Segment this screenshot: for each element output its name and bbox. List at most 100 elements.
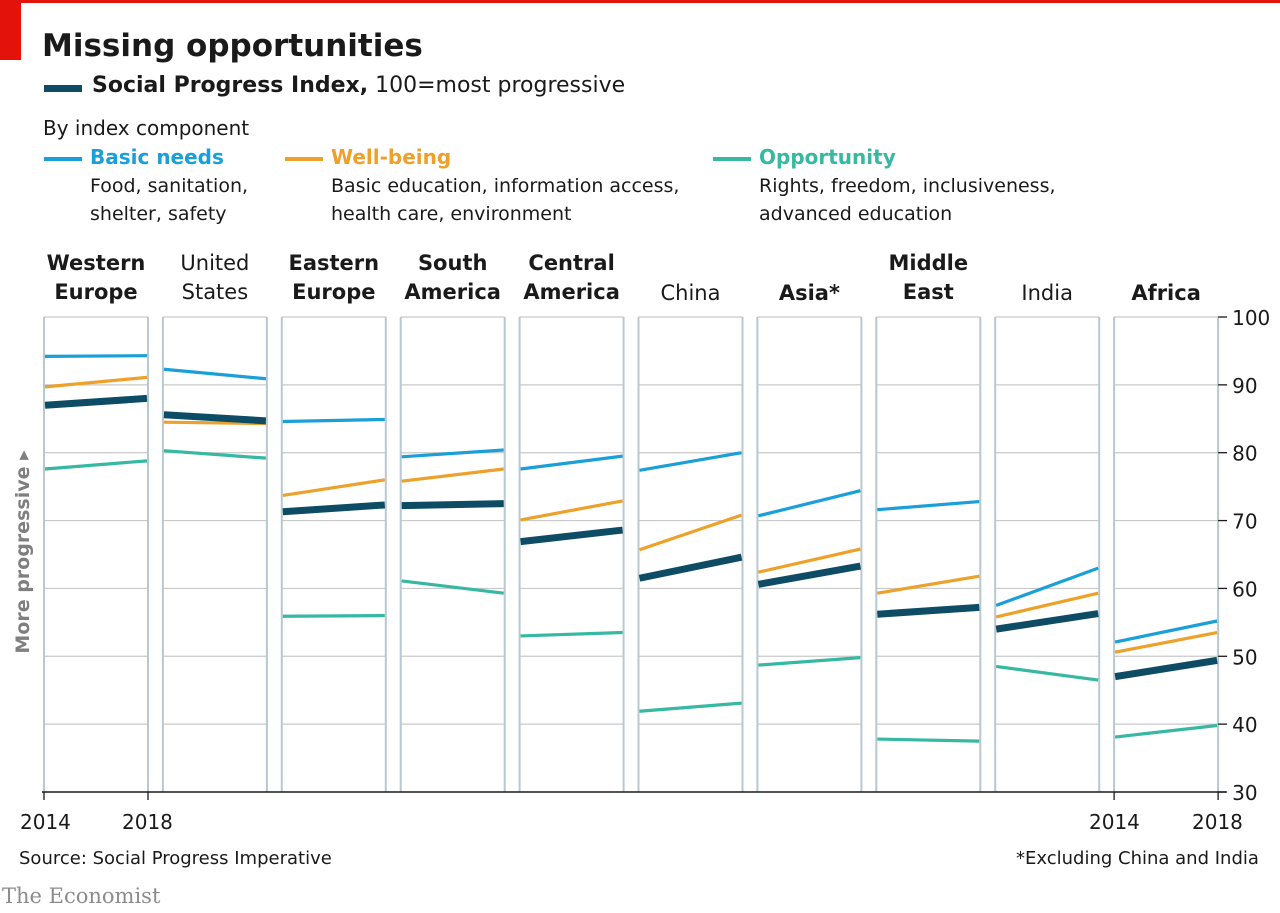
panel-heading-united-states: United States <box>160 249 270 307</box>
legend-desc-opportunity-2: advanced education <box>759 203 953 225</box>
y-axis-label: More progressive ▸ <box>12 450 34 654</box>
x-tick-label-2018-right: 2018 <box>1192 810 1243 834</box>
series-line-asia-opportunity <box>758 656 861 667</box>
series-line-africa-basic-needs <box>1114 619 1218 644</box>
series-line-eastern-europe-basic-needs <box>282 417 385 424</box>
series-line-africa-opportunity <box>1114 723 1218 739</box>
series-line-united-states-opportunity <box>163 449 267 460</box>
panel-heading-africa: Africa <box>1111 279 1221 308</box>
legend-name-basic-needs: Basic needs <box>90 145 224 169</box>
legend-desc-well-being-2: health care, environment <box>331 203 572 225</box>
series-line-asia-well-being <box>758 547 861 574</box>
legend-desc-opportunity-1: Rights, freedom, inclusiveness, <box>759 175 1056 197</box>
series-line-south-america-opportunity <box>401 579 504 595</box>
series-line-china-social-progress-index <box>638 553 743 582</box>
series-line-united-states-social-progress-index <box>163 411 267 425</box>
panel-heading-line: Asia* <box>778 281 840 305</box>
panel-heading-line: China <box>660 281 721 305</box>
panel-heading-middle-east: Middle East <box>873 249 983 307</box>
series-line-western-europe-social-progress-index <box>44 394 148 409</box>
panel-heading-asia: Asia* <box>754 279 864 308</box>
legend-name-well-being: Well-being <box>331 145 452 169</box>
panel-heading-line: States <box>181 280 249 304</box>
subtitle-series-name: Social Progress Index, <box>92 73 369 98</box>
panel-heading-south-america: South America <box>398 249 508 307</box>
series-line-united-states-basic-needs <box>163 367 267 381</box>
series-line-china-opportunity <box>639 701 742 713</box>
subtitle-unit: 100=most progressive <box>368 73 626 98</box>
y-tick-label-50: 50 <box>1232 645 1257 669</box>
y-tick-label-100: 100 <box>1232 306 1270 330</box>
y-tick-label-70: 70 <box>1232 510 1257 534</box>
legend-desc-well-being-1: Basic education, information access, <box>331 175 680 197</box>
series-line-western-europe-basic-needs <box>44 354 148 358</box>
panel-heading-line: East <box>902 280 954 304</box>
series-line-middle-east-well-being <box>877 574 980 595</box>
brand-red-tag <box>0 0 21 60</box>
source-note: Source: Social Progress Imperative <box>19 848 332 869</box>
series-line-eastern-europe-opportunity <box>282 613 385 618</box>
legend-line-opportunity <box>713 157 751 161</box>
series-line-india-well-being <box>995 591 1099 619</box>
legend-desc-basic-needs-1: Food, sanitation, <box>90 175 249 197</box>
series-line-africa-well-being <box>1114 630 1218 654</box>
series-line-middle-east-social-progress-index <box>877 603 980 618</box>
series-line-asia-social-progress-index <box>757 562 862 588</box>
footnote: *Excluding China and India <box>1016 848 1259 869</box>
series-line-china-basic-needs <box>639 451 742 472</box>
legend-line-basic-needs <box>44 157 82 161</box>
legend-line-well-being <box>285 157 323 161</box>
series-line-middle-east-opportunity <box>877 737 980 743</box>
y-tick-label-60: 60 <box>1232 577 1257 601</box>
panel-heading-line: Europe <box>292 280 376 304</box>
series-line-south-america-well-being <box>401 467 504 483</box>
x-tick-label-2014-right: 2014 <box>1089 810 1140 834</box>
y-tick-label-90: 90 <box>1232 374 1257 398</box>
panel-heading-line: America <box>404 280 501 304</box>
y-tick-label-30: 30 <box>1232 781 1257 805</box>
components-title: By index component <box>43 116 250 140</box>
series-line-central-america-social-progress-index <box>520 526 623 546</box>
panel-heading-line: Europe <box>54 280 138 304</box>
panel-heading-line: India <box>1021 281 1073 305</box>
panel-heading-eastern-europe: Eastern Europe <box>279 249 389 307</box>
spi-legend-line <box>44 85 82 92</box>
panel-heading-western-europe: Western Europe <box>41 249 151 307</box>
chart-subtitle: Social Progress Index, 100=most progress… <box>92 73 625 98</box>
series-line-india-opportunity <box>995 664 1099 682</box>
y-tick-label-80: 80 <box>1232 442 1257 466</box>
series-line-eastern-europe-well-being <box>282 478 386 498</box>
panel-heading-line: America <box>523 280 620 304</box>
series-line-india-social-progress-index <box>995 610 1099 633</box>
series-line-central-america-basic-needs <box>520 454 623 471</box>
series-line-china-well-being <box>638 513 743 552</box>
series-line-south-america-basic-needs <box>401 448 504 459</box>
legend-name-opportunity: Opportunity <box>759 145 896 169</box>
series-line-asia-basic-needs <box>758 489 861 518</box>
y-tick-label-40: 40 <box>1232 713 1257 737</box>
series-line-middle-east-basic-needs <box>877 499 980 512</box>
panel-heading-line: South <box>417 251 488 275</box>
series-line-eastern-europe-social-progress-index <box>282 501 386 516</box>
series-line-india-basic-needs <box>995 566 1099 607</box>
series-line-central-america-well-being <box>520 499 623 522</box>
x-tick-label-2018-left: 2018 <box>122 810 173 834</box>
brand-logo-text: The Economist <box>2 884 161 908</box>
series-line-africa-social-progress-index <box>1114 656 1218 681</box>
series-line-south-america-social-progress-index <box>401 500 504 510</box>
panel-heading-line: Middle <box>888 251 969 275</box>
panel-heading-line: Central <box>528 251 615 275</box>
panel-heading-line: Western <box>46 251 146 275</box>
panel-heading-china: China <box>636 279 746 308</box>
series-line-central-america-opportunity <box>520 630 623 638</box>
panel-heading-line: United <box>180 251 250 275</box>
panel-heading-india: India <box>992 279 1102 308</box>
series-line-western-europe-opportunity <box>44 459 148 471</box>
panel-heading-central-america: Central America <box>517 249 627 307</box>
series-line-western-europe-well-being <box>44 375 148 389</box>
top-rule <box>0 0 1280 3</box>
panel-heading-line: Africa <box>1131 281 1201 305</box>
chart-title: Missing opportunities <box>42 28 423 64</box>
panel-heading-line: Eastern <box>288 251 380 275</box>
